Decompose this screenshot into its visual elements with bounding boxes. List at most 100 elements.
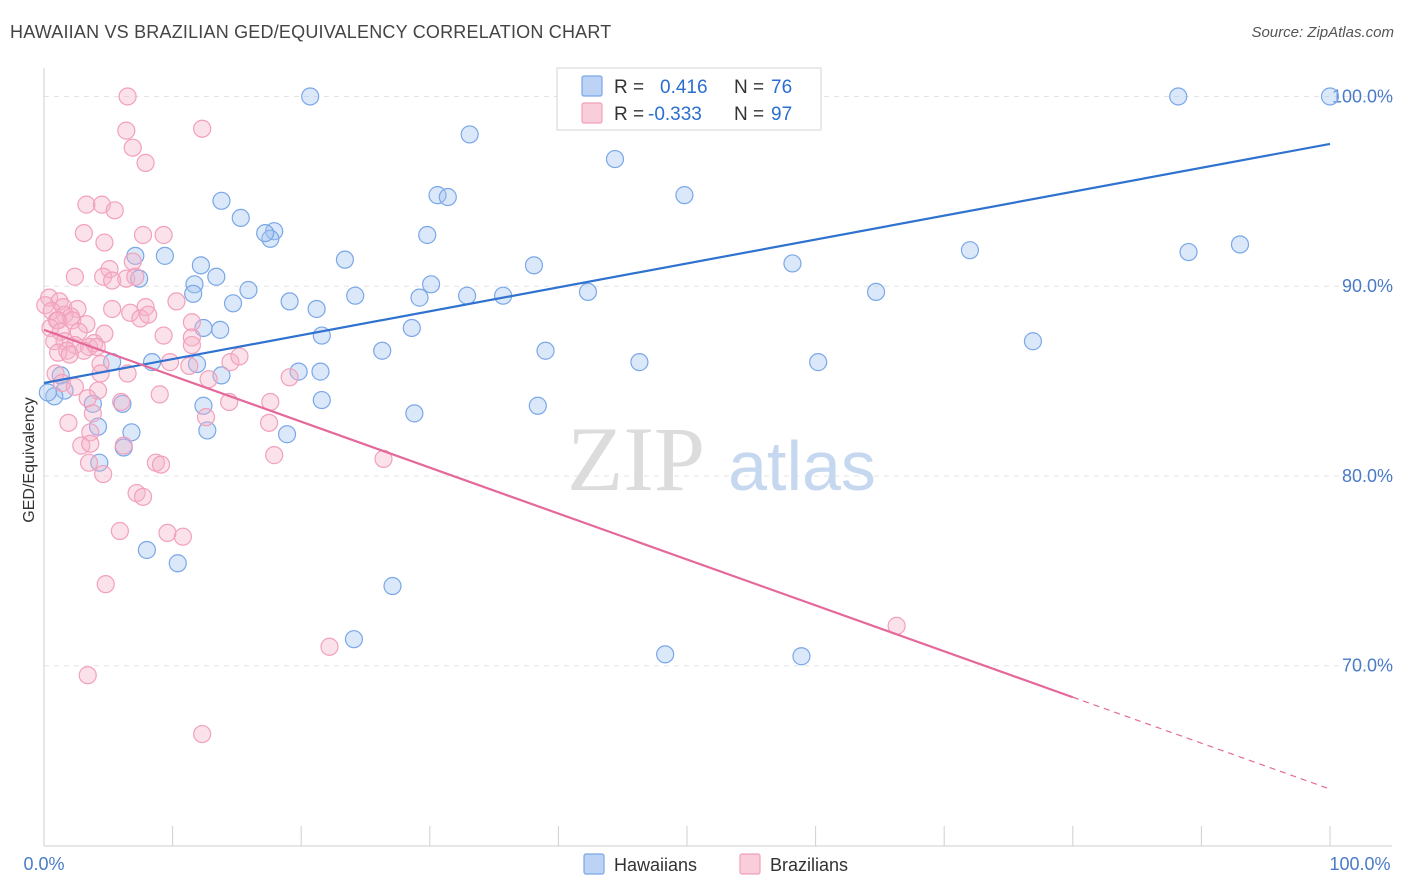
hawaiian-point (38, 383, 57, 402)
hawaiian-point (301, 87, 320, 106)
series-legend-label-hawaiians: Hawaiians (614, 855, 697, 875)
hawaiian-point (675, 186, 694, 205)
brazilian-point (221, 353, 240, 372)
hawaiian-point (307, 299, 326, 319)
y-tick-label: 80.0% (1342, 466, 1393, 486)
legend-n-value-brazilians: 97 (771, 104, 792, 125)
brazilian-point (151, 455, 171, 474)
hawaiian-point (207, 267, 226, 286)
hawaiian-point (1169, 87, 1188, 106)
legend-n-label-hawaiians: N = (734, 77, 764, 98)
series-legend-swatch-hawaiians (583, 853, 605, 875)
brazilian-point (193, 724, 212, 744)
brazilian-point (72, 436, 91, 455)
hawaiian-point (312, 390, 331, 410)
brazilian-point (100, 260, 119, 279)
chart-source: Source: ZipAtlas.com (1251, 24, 1394, 41)
brazilian-point (105, 201, 124, 220)
legend-swatch-brazilians (581, 102, 603, 124)
brazilian-point (259, 413, 279, 432)
brazilian-point (160, 353, 180, 372)
brazilian-point (139, 305, 158, 324)
hawaiian-point (405, 404, 424, 423)
brazilian-point (117, 269, 136, 288)
brazilian-point (96, 575, 115, 594)
hawaiian-point (277, 425, 297, 444)
brazilian-point (88, 381, 108, 400)
hawaiian-point (280, 292, 299, 311)
brazilian-point (133, 225, 153, 245)
hawaiian-point (656, 645, 675, 664)
hawaiians-points (38, 87, 1340, 666)
hawaiian-point (346, 286, 365, 305)
legend-r-value-brazilians: -0.333 (648, 104, 702, 125)
hawaiian-point (90, 453, 109, 472)
brazilian-point (167, 292, 186, 311)
hawaiian-point (289, 362, 308, 381)
brazilian-point (150, 385, 169, 404)
hawaiian-point (1320, 87, 1340, 106)
brazilian-point (49, 311, 68, 330)
hawaiian-point (809, 353, 828, 372)
hawaiian-point (311, 362, 330, 381)
brazilian-point (182, 313, 201, 332)
watermark-atlas: atlas (728, 427, 876, 505)
brazilian-point (94, 267, 113, 286)
hawaiian-point (168, 554, 187, 573)
brazilian-point (95, 233, 114, 252)
hawaiian-point (792, 647, 811, 666)
hawaiians-trend-line (43, 142, 1331, 385)
brazilian-point (180, 356, 199, 376)
brazilian-point (49, 343, 68, 362)
hawaiian-point (460, 125, 479, 144)
brazilian-point (59, 413, 78, 432)
hawaiian-point (223, 294, 243, 313)
axes (43, 68, 1392, 847)
brazilian-point (118, 87, 137, 106)
hawaiian-point (578, 282, 598, 302)
hawaiian-point (256, 223, 275, 243)
hawaiian-point (528, 396, 547, 415)
series-legend: Hawaiians Brazilians (583, 853, 848, 875)
hawaiian-point (191, 256, 210, 275)
hawaiian-point (373, 341, 392, 360)
hawaiian-point (524, 256, 544, 275)
brazilian-point (112, 392, 131, 412)
brazilian-point (154, 326, 173, 345)
brazilian-point (280, 368, 299, 387)
brazilian-point (154, 225, 173, 245)
hawaiian-point (239, 280, 258, 300)
brazilians-trend-line (43, 328, 1074, 699)
watermark-zip: ZIP (567, 408, 705, 510)
brazilian-point (158, 523, 177, 543)
hawaiian-point (198, 421, 217, 440)
brazilian-point (136, 153, 155, 172)
brazilian-point (173, 527, 192, 546)
brazilian-point (196, 408, 216, 427)
hawaiian-point (421, 275, 441, 294)
stats-legend: R = 0.416 N = 76 R = -0.333 N = 97 (556, 67, 822, 131)
hawaiian-point (212, 191, 231, 210)
hawaiian-point (605, 149, 625, 169)
legend-r-label-brazilians: R = (614, 104, 644, 125)
grid-lines (44, 95, 1392, 667)
brazilian-point (182, 335, 201, 355)
x-tick-label: 0.0% (23, 854, 64, 874)
brazilian-point (123, 252, 142, 271)
x-tick-labels: 0.0% 100.0% (23, 854, 1390, 874)
brazilian-point (110, 521, 129, 541)
brazilian-point (117, 121, 136, 140)
legend-r-label-hawaiians: R = (614, 77, 644, 98)
hawaiian-point (783, 254, 802, 273)
watermark: ZIP atlas (567, 408, 876, 510)
y-tick-label: 90.0% (1342, 276, 1393, 296)
hawaiian-point (866, 282, 886, 302)
x-tick-label: 100.0% (1329, 854, 1390, 874)
hawaiian-point (438, 187, 457, 207)
hawaiian-point (402, 318, 421, 338)
brazilian-point (320, 637, 339, 656)
y-tick-label: 70.0% (1342, 656, 1393, 676)
trend-lines (43, 142, 1331, 790)
brazilian-point (123, 138, 142, 157)
